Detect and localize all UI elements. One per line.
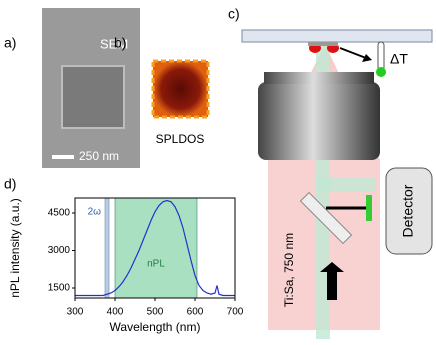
delta-t: ΔT [390,51,408,67]
x-axis-label: Wavelength (nm) [110,320,201,334]
scale-label: 250 nm [79,149,119,163]
panel-label: a) [4,35,16,51]
detector-label: Detector [400,184,416,237]
objective [258,82,380,160]
span [114,197,198,299]
spectrum-chart: 2ω nPL 300 400 500 600 700 1500 3000 4500 Waveleng… [8,197,244,334]
laser-arrow [320,262,344,300]
span-label: 2ω [88,207,102,218]
laser-label: Ti:Sa, 750 nm [282,233,296,307]
thermometer [377,41,385,71]
y-tick-label: 3000 [48,245,71,256]
panel-label: b) [114,35,126,51]
sem-tag: SEM [100,36,128,51]
scale-bar [52,155,74,159]
x-tick-label: 300 [67,307,84,318]
x-tick-label: 700 [227,307,244,318]
x-tick-label: 400 [107,307,124,318]
substrate [241,29,433,43]
panel-label: d) [4,176,16,192]
x-tick-label: 500 [147,307,164,318]
spldos-map [151,59,210,119]
signal-out [316,178,376,192]
beamsplitter [299,191,353,245]
arrow [339,47,367,59]
x-tick-label: 600 [187,307,204,318]
span [104,197,110,299]
spectrum-line [75,199,235,297]
y-tick-label: 4500 [48,208,71,219]
detector [385,167,433,255]
y-tick-label: 1500 [48,283,71,294]
y-axis-label: nPL intensity (a.u.) [8,198,22,298]
span-label: nPL [147,259,165,270]
sem-square [61,65,125,129]
spldos-caption: SPLDOS [156,132,205,146]
plot-frame [74,197,236,299]
sample [308,42,338,46]
panel-label: c) [228,6,240,22]
